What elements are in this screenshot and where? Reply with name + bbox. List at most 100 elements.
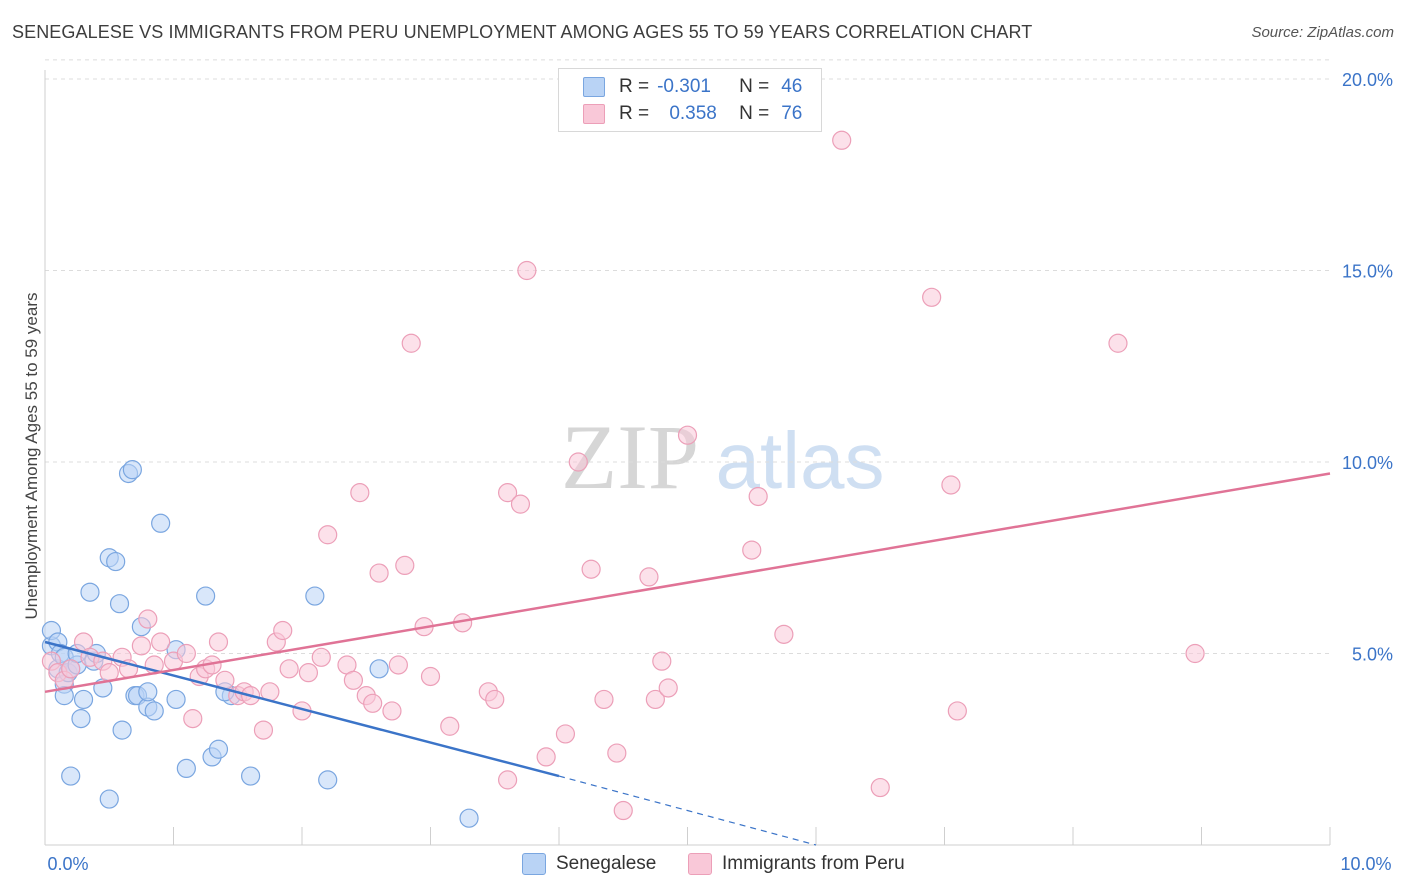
senegalese-point (71, 709, 91, 729)
peru-point (536, 747, 556, 767)
legend-r-value-peru: 0.358 (669, 103, 717, 124)
senegalese-point (73, 689, 94, 710)
senegalese-point (369, 659, 389, 679)
senegalese-point (99, 789, 119, 809)
senegalese-point (241, 766, 261, 786)
legend-r-label: R = (619, 76, 650, 97)
y-tick-label: 10.0% (1342, 453, 1393, 473)
peru-point (677, 425, 698, 445)
y-tick-label: 5.0% (1352, 645, 1393, 665)
legend-n-label: N = (739, 76, 770, 97)
senegalese-trend-line (44, 640, 560, 778)
peru-point (350, 483, 370, 503)
peru-point (388, 655, 408, 675)
axes (44, 70, 1331, 846)
peru-point (941, 475, 961, 495)
correlation-legend: R = -0.301 N = 46 R = 0.358 N = 76 (558, 68, 822, 132)
senegalese-point (176, 758, 196, 779)
legend-n-label: N = (739, 103, 770, 124)
legend-n-value-senegalese: 46 (781, 76, 803, 97)
peru-point (311, 647, 331, 667)
bottom-legend-peru: Immigrants from Peru (688, 850, 905, 878)
legend-swatch-peru (583, 104, 605, 124)
peru-point (607, 743, 627, 763)
peru-point (498, 770, 518, 790)
peru-point (1185, 643, 1205, 664)
bottom-legend-senegalese: Senegalese (522, 850, 656, 878)
peru-point (382, 701, 402, 721)
legend-swatch-senegalese (583, 77, 605, 97)
peru-point (742, 540, 762, 560)
bottom-legend-label-senegalese: Senegalese (556, 853, 657, 874)
peru-point (369, 563, 389, 583)
peru-point (363, 693, 383, 713)
peru-point (401, 333, 421, 353)
peru-point (138, 609, 158, 629)
peru-point (318, 525, 338, 545)
peru-point (343, 670, 363, 690)
peru-point (555, 724, 576, 744)
chart-title: SENEGALESE VS IMMIGRANTS FROM PERU UNEMP… (12, 22, 1033, 42)
peru-point (594, 689, 614, 710)
peru-point (485, 689, 505, 710)
senegalese-point (144, 701, 164, 721)
bottom-legend-swatch-peru (688, 853, 712, 875)
gridlines (45, 59, 1330, 654)
data-points (41, 130, 1205, 828)
legend-row-peru: R = 0.358 N = 76 (583, 101, 802, 127)
senegalese-point (208, 739, 229, 759)
watermark-atlas: atlas (716, 416, 885, 505)
peru-point (395, 555, 415, 576)
senegalese-point (112, 720, 132, 740)
peru-point (61, 659, 81, 679)
senegalese-point (138, 682, 158, 702)
peru-point (748, 486, 768, 507)
senegalese-point (122, 460, 142, 480)
peru-point (613, 800, 633, 821)
peru-point (832, 130, 852, 150)
peru-point (1108, 333, 1128, 353)
peru-point (658, 678, 678, 698)
peru-point (131, 636, 151, 656)
peru-point (774, 624, 794, 644)
peru-point (922, 287, 942, 307)
legend-r-value-senegalese: -0.301 (657, 76, 711, 97)
peru-point (273, 620, 293, 641)
peru-point (568, 452, 588, 472)
peru-point (420, 666, 441, 687)
x-tick-label: 0.0% (47, 854, 88, 874)
peru-point (645, 689, 665, 710)
senegalese-point (109, 594, 130, 614)
y-tick-label: 15.0% (1342, 262, 1393, 282)
x-tick-label: 10.0% (1340, 854, 1391, 874)
y-tick-label: 20.0% (1342, 70, 1393, 90)
legend-r-label: R = (619, 103, 650, 124)
peru-point (947, 701, 967, 721)
peru-point (639, 567, 659, 587)
senegalese-point (305, 586, 325, 606)
peru-trend-line (44, 472, 1331, 694)
senegalese-point (151, 513, 171, 533)
peru-point (253, 720, 274, 740)
peru-point (498, 483, 518, 503)
legend-row-senegalese: R = -0.301 N = 46 (583, 74, 802, 100)
senegalese-point (80, 582, 100, 602)
y-axis-label: Unemployment Among Ages 55 to 59 years (22, 292, 41, 620)
peru-point (870, 777, 890, 798)
peru-point (151, 632, 171, 652)
senegalese-point (61, 766, 81, 786)
trend-lines (44, 472, 1331, 846)
source-label: Source: ZipAtlas.com (1251, 24, 1394, 41)
senegalese-point (318, 770, 338, 790)
peru-point (208, 632, 229, 652)
peru-point (517, 260, 537, 281)
peru-point (440, 716, 460, 736)
senegalese-point (459, 808, 479, 828)
peru-point (298, 663, 319, 683)
senegalese-point (106, 551, 126, 572)
senegalese-point (196, 586, 216, 606)
bottom-legend-label-peru: Immigrants from Peru (722, 853, 905, 874)
legend-n-value-peru: 76 (781, 103, 803, 124)
senegalese-point (166, 689, 186, 710)
senegalese-trend-extension (558, 775, 817, 846)
